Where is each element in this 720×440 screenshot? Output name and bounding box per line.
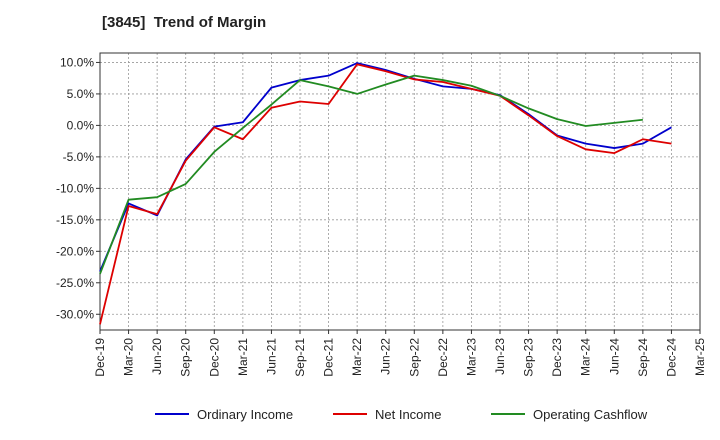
- x-tick-label: Mar-23: [464, 338, 478, 376]
- x-tick-label: Jun-20: [150, 338, 164, 375]
- x-tick-label: Jun-21: [264, 338, 278, 375]
- x-tick-label: Jun-22: [379, 338, 393, 375]
- x-tick-label: Mar-22: [350, 338, 364, 376]
- x-tick-label: Mar-24: [579, 338, 593, 376]
- y-tick-label: -15.0%: [56, 213, 94, 227]
- y-tick-label: -20.0%: [56, 244, 94, 258]
- legend-label-net-income: Net Income: [375, 407, 441, 422]
- x-tick-label: Sep-21: [293, 338, 307, 377]
- x-tick-label: Dec-22: [436, 338, 450, 377]
- y-tick-label: 10.0%: [60, 55, 94, 69]
- x-tick-label: Mar-21: [236, 338, 250, 376]
- series-line-operating-cashflow: [99, 74, 643, 275]
- chart-title: [3845] Trend of Margin: [102, 14, 267, 31]
- x-tick-label: Sep-23: [522, 338, 536, 377]
- y-tick-label: -30.0%: [56, 307, 94, 321]
- legend-label-operating-cashflow: Operating Cashflow: [533, 407, 648, 422]
- y-tick-label: 0.0%: [67, 118, 95, 132]
- y-tick-label: -25.0%: [56, 276, 94, 290]
- x-tick-label: Jun-23: [493, 338, 507, 375]
- x-tick-label: Dec-24: [664, 338, 678, 377]
- x-tick-label: Mar-20: [122, 338, 136, 376]
- x-tick-label: Dec-20: [207, 338, 221, 377]
- x-tick-label: Sep-24: [636, 338, 650, 377]
- y-tick-label: -10.0%: [56, 181, 94, 195]
- x-tick-label: Sep-20: [179, 338, 193, 377]
- x-tick-label: Dec-19: [93, 338, 107, 377]
- x-tick-label: Jun-24: [607, 338, 621, 375]
- x-tick-label: Sep-22: [407, 338, 421, 377]
- legend-label-ordinary-income: Ordinary Income: [197, 407, 293, 422]
- x-tick-label: Dec-23: [550, 338, 564, 377]
- plot-area-border: [99, 52, 701, 331]
- y-tick-label: 5.0%: [67, 87, 95, 101]
- x-tick-label: Dec-21: [322, 338, 336, 377]
- x-tick-label: Mar-25: [693, 338, 707, 376]
- y-tick-label: -5.0%: [63, 150, 95, 164]
- series-line-net-income: [99, 63, 672, 325]
